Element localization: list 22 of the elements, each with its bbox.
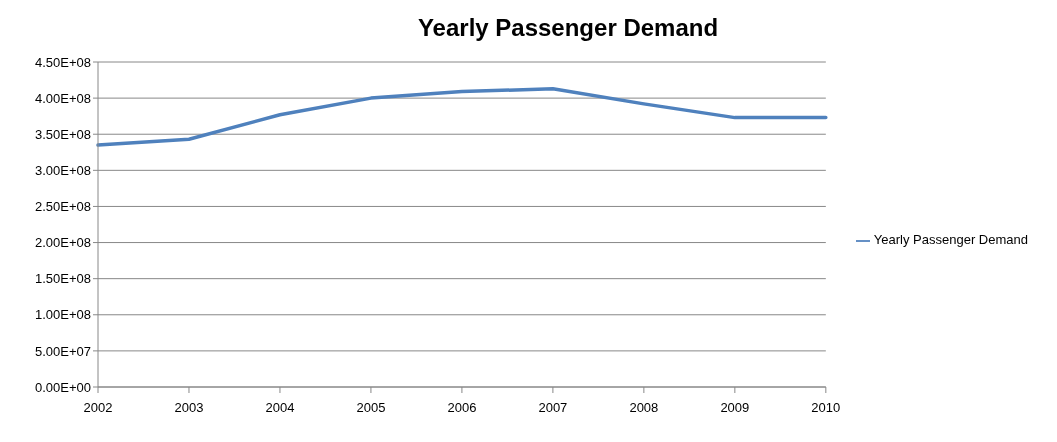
y-tick-label: 5.00E+07 xyxy=(34,343,91,359)
x-tick-label: 2005 xyxy=(356,400,386,416)
y-tick-label: 2.00E+08 xyxy=(34,235,91,251)
x-tick-label: 2002 xyxy=(83,400,113,416)
legend-label: Yearly Passenger Demand xyxy=(873,232,1028,248)
x-tick-label: 2003 xyxy=(174,400,204,416)
y-tick-label: 0.00E+00 xyxy=(34,379,91,395)
y-tick-label: 3.50E+08 xyxy=(34,126,91,142)
x-tick-label: 2010 xyxy=(811,400,841,416)
x-tick-label: 2004 xyxy=(265,400,295,416)
chart-title: Yearly Passenger Demand xyxy=(416,13,720,43)
line-series xyxy=(96,86,828,147)
y-tick-label: 1.50E+08 xyxy=(34,271,91,287)
y-tick-label: 3.00E+08 xyxy=(34,162,91,178)
x-tick-label: 2008 xyxy=(629,400,659,416)
y-tick-label: 2.50E+08 xyxy=(34,199,91,215)
x-tick-label: 2009 xyxy=(720,400,750,416)
y-tick-label: 4.00E+08 xyxy=(34,90,91,106)
y-tick-label: 1.00E+08 xyxy=(34,307,91,323)
x-tick-label: 2007 xyxy=(538,400,568,416)
y-tick-label: 4.50E+08 xyxy=(34,54,91,70)
x-tick-label: 2006 xyxy=(447,400,477,416)
